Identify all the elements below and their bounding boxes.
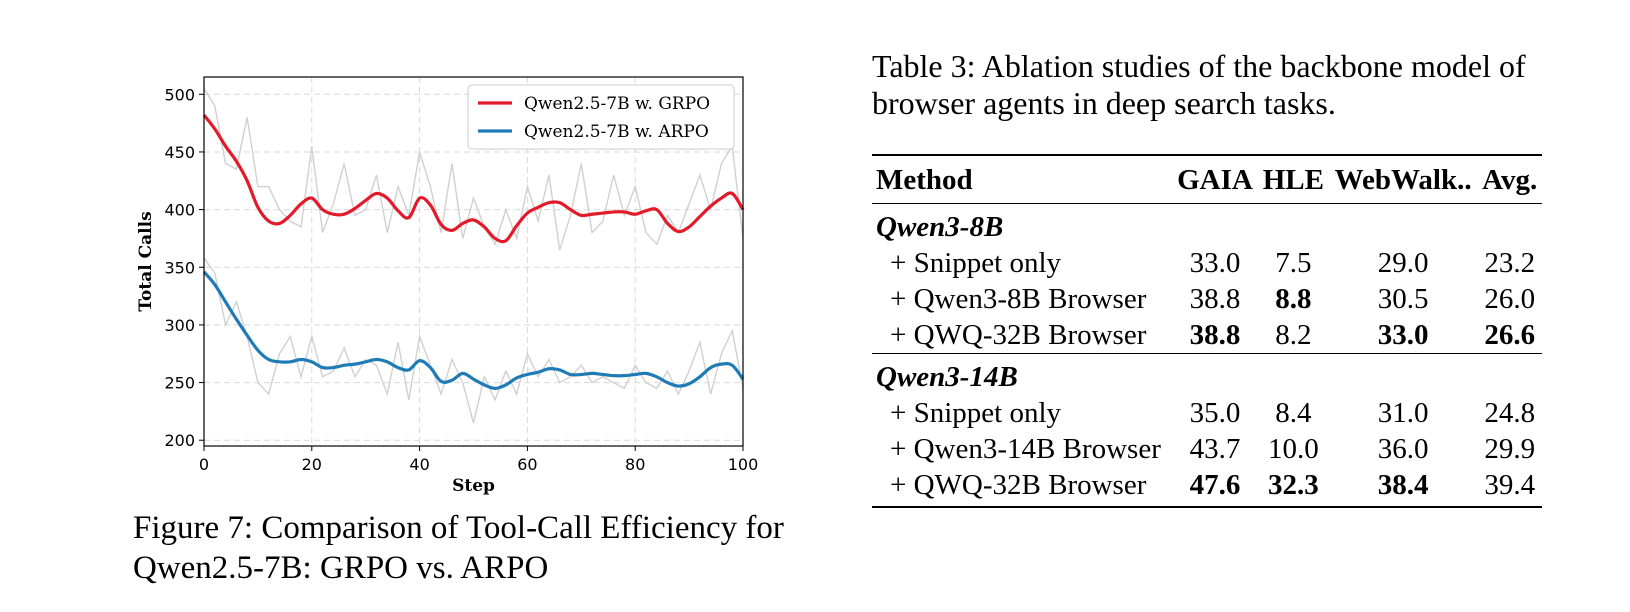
table-row: + Snippet only 33.0 7.5 29.0 23.2 xyxy=(872,245,1542,281)
x-tick-label: 100 xyxy=(728,455,759,474)
avg-cell: 39.4 xyxy=(1477,467,1542,508)
webwalker-cell: 33.0 xyxy=(1377,319,1429,351)
header-avg: Avg. xyxy=(1477,154,1542,204)
group-row: Qwen3-8B xyxy=(872,204,1542,246)
hle-cell: 8.2 xyxy=(1275,319,1312,351)
avg-cell: 24.8 xyxy=(1484,397,1536,429)
method-cell: + QWQ-32B Browser xyxy=(890,319,1147,351)
raw-series-line xyxy=(203,257,744,424)
method-cell: + Qwen3-8B Browser xyxy=(890,283,1147,315)
y-tick-label: 500 xyxy=(164,85,195,104)
table-caption: Table 3: Ablation studies of the backbon… xyxy=(872,48,1526,121)
table-row: + Snippet only 35.0 8.4 31.0 24.8 xyxy=(872,395,1542,431)
raw-series-line xyxy=(203,88,744,251)
hle-cell: 10.0 xyxy=(1267,433,1319,465)
group-row: Qwen3-14B xyxy=(872,353,1542,395)
ablation-table: Method GAIA HLE WebWalk.. Avg. Qwen3-8B … xyxy=(872,154,1542,508)
x-tick-label: 80 xyxy=(625,455,645,474)
header-gaia: GAIA xyxy=(1172,154,1258,204)
figure-7: 0 20 40 60 80 100 200 250 300 350 400 450 500 Step Tot… xyxy=(133,76,784,586)
hle-cell: 32.3 xyxy=(1257,467,1329,508)
legend-box xyxy=(467,84,735,150)
method-cell: + Snippet only xyxy=(890,247,1062,279)
y-tick-label: 450 xyxy=(164,143,195,162)
header-webwalker: WebWalk.. xyxy=(1328,154,1478,204)
legend-label: Qwen2.5-7B w. GRPO xyxy=(524,94,710,114)
y-tick-label: 300 xyxy=(164,316,195,335)
x-tick-label: 40 xyxy=(409,455,429,474)
legend: Qwen2.5-7B w. GRPO Qwen2.5-7B w. ARPO xyxy=(467,84,735,150)
group-label: Qwen3-8B xyxy=(876,211,1004,243)
x-tick-label: 20 xyxy=(302,455,322,474)
header-hle: HLE xyxy=(1257,154,1329,204)
y-tick-label: 400 xyxy=(164,201,195,220)
x-tick-label: 60 xyxy=(517,455,537,474)
method-cell: + Snippet only xyxy=(890,397,1062,429)
table-row: + Qwen3-8B Browser 38.8 8.8 30.5 26.0 xyxy=(872,281,1542,317)
group-label: Qwen3-14B xyxy=(872,353,1542,395)
method-cell: + Qwen3-14B Browser xyxy=(890,433,1161,465)
series-line xyxy=(202,114,745,244)
gaia-cell: 35.0 xyxy=(1189,397,1241,429)
webwalker-cell: 36.0 xyxy=(1377,433,1429,465)
gaia-cell: 47.6 xyxy=(1172,467,1258,508)
webwalker-cell: 29.0 xyxy=(1377,247,1429,279)
hle-cell: 7.5 xyxy=(1275,247,1312,279)
gaia-cell: 38.8 xyxy=(1189,319,1241,351)
gaia-cell: 38.8 xyxy=(1189,283,1241,315)
y-tick-label: 200 xyxy=(164,431,195,450)
series-line xyxy=(202,270,745,390)
avg-cell: 26.0 xyxy=(1484,283,1536,315)
plot-frame xyxy=(203,76,744,447)
gaia-cell: 43.7 xyxy=(1189,433,1241,465)
gaia-cell: 33.0 xyxy=(1189,247,1241,279)
webwalker-cell: 30.5 xyxy=(1377,283,1429,315)
y-axis-label: Total Calls xyxy=(136,211,156,311)
method-cell: + QWQ-32B Browser xyxy=(872,467,1173,508)
avg-cell: 23.2 xyxy=(1484,247,1536,279)
y-tick-label: 350 xyxy=(164,258,195,277)
x-tick-label: 0 xyxy=(199,455,209,474)
legend-label: Qwen2.5-7B w. ARPO xyxy=(524,122,709,142)
header-method: Method xyxy=(872,154,1173,204)
table-row: + QWQ-32B Browser 38.8 8.2 33.0 26.6 xyxy=(872,317,1542,354)
webwalker-cell: 38.4 xyxy=(1328,467,1478,508)
avg-cell: 26.6 xyxy=(1484,319,1536,351)
x-axis-label: Step xyxy=(452,476,495,496)
table-row: + QWQ-32B Browser 47.6 32.3 38.4 39.4 xyxy=(872,467,1542,508)
hle-cell: 8.4 xyxy=(1275,397,1312,429)
table-header-row: Method GAIA HLE WebWalk.. Avg. xyxy=(872,154,1542,204)
tool-call-line-chart: 0 20 40 60 80 100 200 250 300 350 400 450 500 Step Tot… xyxy=(136,76,759,496)
webwalker-cell: 31.0 xyxy=(1377,397,1429,429)
figure-caption: Figure 7: Comparison of Tool-Call Effici… xyxy=(133,510,784,586)
y-tick-label: 250 xyxy=(164,374,195,393)
avg-cell: 29.9 xyxy=(1484,433,1536,465)
hle-cell: 8.8 xyxy=(1275,283,1312,315)
table-row: + Qwen3-14B Browser 43.7 10.0 36.0 29.9 xyxy=(872,431,1542,467)
table-3-block: Table 3: Ablation studies of the backbon… xyxy=(872,48,1547,508)
